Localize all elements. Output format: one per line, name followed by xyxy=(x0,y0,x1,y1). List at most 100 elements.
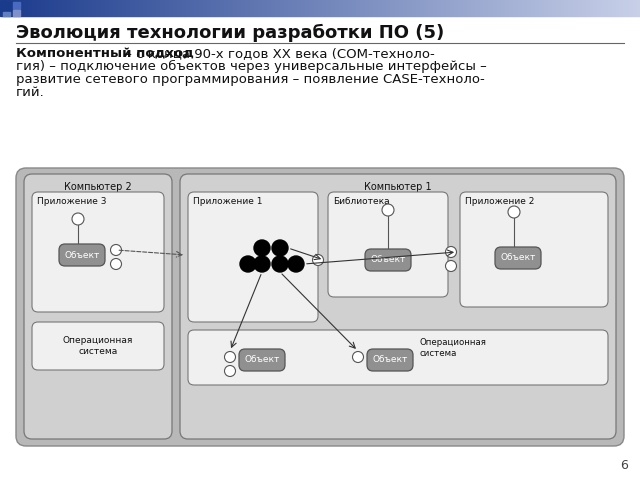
Bar xyxy=(89,0,90,16)
Bar xyxy=(382,0,383,16)
Bar xyxy=(288,0,289,16)
Bar xyxy=(152,0,153,16)
Bar xyxy=(601,0,602,16)
Bar xyxy=(302,0,303,16)
Bar xyxy=(559,0,560,16)
Bar xyxy=(475,0,476,16)
Bar xyxy=(637,0,638,16)
Bar xyxy=(636,0,637,16)
Circle shape xyxy=(445,261,456,272)
Bar xyxy=(555,0,556,16)
Bar xyxy=(258,0,259,16)
Bar xyxy=(553,0,554,16)
Bar xyxy=(610,0,611,16)
Bar xyxy=(42,0,43,16)
Bar xyxy=(179,0,180,16)
Bar xyxy=(407,0,408,16)
Bar xyxy=(305,0,306,16)
Circle shape xyxy=(382,204,394,216)
Bar xyxy=(248,0,249,16)
Bar xyxy=(427,0,428,16)
Bar xyxy=(420,0,421,16)
Bar xyxy=(535,0,536,16)
Bar xyxy=(157,0,158,16)
Bar xyxy=(284,0,285,16)
Bar xyxy=(75,0,76,16)
Bar xyxy=(459,0,460,16)
Bar xyxy=(607,0,608,16)
Bar xyxy=(34,0,35,16)
Bar xyxy=(611,0,612,16)
Bar xyxy=(574,0,575,16)
Bar xyxy=(635,0,636,16)
Bar xyxy=(202,0,203,16)
Bar xyxy=(474,0,475,16)
Circle shape xyxy=(111,259,122,269)
Bar xyxy=(301,0,302,16)
Bar xyxy=(631,0,632,16)
Bar xyxy=(456,0,457,16)
Bar xyxy=(15,0,16,16)
Bar xyxy=(469,0,470,16)
Bar xyxy=(424,0,425,16)
Bar xyxy=(271,0,272,16)
Bar xyxy=(125,0,126,16)
Bar xyxy=(215,0,216,16)
FancyBboxPatch shape xyxy=(24,174,172,439)
Bar xyxy=(401,0,402,16)
Bar xyxy=(187,0,188,16)
Text: Объект: Объект xyxy=(371,255,406,264)
Bar xyxy=(617,0,618,16)
Bar xyxy=(323,0,324,16)
Bar xyxy=(290,0,291,16)
Bar xyxy=(545,0,546,16)
Bar xyxy=(35,0,36,16)
Bar xyxy=(13,10,20,16)
Bar xyxy=(512,0,513,16)
Bar xyxy=(575,0,576,16)
Bar xyxy=(464,0,465,16)
Bar xyxy=(418,0,419,16)
Bar xyxy=(429,0,430,16)
Bar xyxy=(558,0,559,16)
Bar xyxy=(543,0,544,16)
Bar xyxy=(614,0,615,16)
Bar xyxy=(481,0,482,16)
Bar xyxy=(466,0,467,16)
Bar xyxy=(431,0,432,16)
Bar xyxy=(569,0,570,16)
Bar xyxy=(629,0,630,16)
Bar xyxy=(540,0,541,16)
Bar xyxy=(153,0,154,16)
Bar xyxy=(63,0,64,16)
Bar xyxy=(52,0,53,16)
Bar xyxy=(612,0,613,16)
Bar xyxy=(436,0,437,16)
Bar xyxy=(523,0,524,16)
Bar xyxy=(484,0,485,16)
Bar xyxy=(310,0,311,16)
Bar xyxy=(409,0,410,16)
Bar xyxy=(311,0,312,16)
Bar xyxy=(404,0,405,16)
Bar xyxy=(573,0,574,16)
Bar xyxy=(356,0,357,16)
Bar xyxy=(183,0,184,16)
Bar xyxy=(74,0,75,16)
Bar xyxy=(598,0,599,16)
Bar xyxy=(65,0,66,16)
Bar xyxy=(381,0,382,16)
Bar xyxy=(237,0,238,16)
Bar xyxy=(109,0,110,16)
Bar xyxy=(515,0,516,16)
Bar xyxy=(405,0,406,16)
Bar xyxy=(556,0,557,16)
Bar xyxy=(264,0,265,16)
Bar xyxy=(304,0,305,16)
Bar xyxy=(580,0,581,16)
Bar xyxy=(295,0,296,16)
Bar xyxy=(263,0,264,16)
Bar xyxy=(36,0,37,16)
Bar xyxy=(480,0,481,16)
Bar xyxy=(392,0,393,16)
